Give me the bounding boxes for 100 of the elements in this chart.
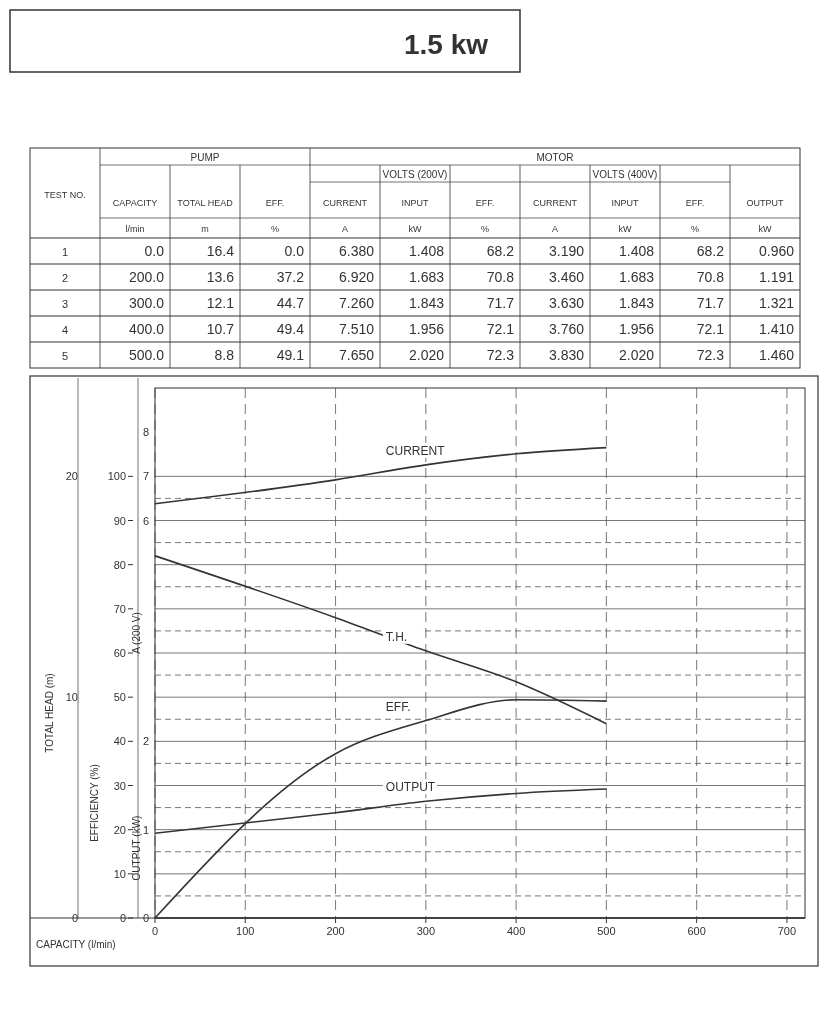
text: %	[270, 224, 280, 234]
data-label: 49.1	[276, 347, 305, 363]
data-label: 200.0	[128, 269, 165, 285]
data-label: 6.380	[338, 243, 375, 259]
data-label: 72.1	[696, 321, 725, 337]
y-tick-label: 5	[61, 350, 69, 362]
data-label: 1.410	[758, 321, 795, 337]
x-tick-label: INPUT	[401, 198, 429, 208]
data-label: 1.460	[758, 347, 795, 363]
data-label: 1.408	[618, 243, 655, 259]
data-label: 71.7	[486, 295, 515, 311]
data-label: 13.6	[206, 269, 235, 285]
data-label: 37.2	[276, 269, 305, 285]
data-label: 12.1	[206, 295, 235, 311]
text: PUMP	[190, 152, 220, 163]
data-label: 44.7	[276, 295, 305, 311]
y-tick-label: 80	[113, 558, 126, 571]
data-label: 1.191	[758, 269, 795, 285]
text: %	[480, 224, 490, 234]
data-label: 68.2	[696, 243, 725, 259]
data-label: 70.8	[696, 269, 725, 285]
data-label: 7.650	[338, 347, 375, 363]
x-tick-label: 0	[151, 925, 159, 937]
y-tick-label: 30	[113, 779, 126, 792]
y-tick-label: 4	[61, 324, 69, 336]
x-tick-label: INPUT	[611, 198, 639, 208]
x-tick-label: CURRENT	[323, 198, 368, 208]
x-tick-label: CURRENT	[533, 198, 578, 208]
data-label: 10.7	[206, 321, 235, 337]
y3-tick-label: 8	[142, 426, 149, 439]
data-label: 1.956	[618, 321, 655, 337]
y-tick-label: 2	[61, 272, 69, 284]
x-tick-label: 100	[236, 925, 255, 937]
data-label: 1.321	[758, 295, 795, 311]
text: TEST NO.	[44, 190, 86, 200]
y2-axis-title: TOTAL HEAD (m)	[44, 673, 55, 753]
x-tick-label: CAPACITY	[112, 198, 158, 208]
text: kW	[408, 224, 422, 234]
x-tick-label: OUTPUT	[746, 198, 784, 208]
x-tick-label: 300	[416, 925, 436, 937]
data-label: 49.4	[276, 321, 305, 337]
text: l/min	[125, 224, 145, 234]
data-label: 72.3	[696, 347, 725, 363]
data-label: 68.2	[486, 243, 515, 259]
data-label: 3.830	[548, 347, 585, 363]
text: VOLTS (400V)	[592, 169, 658, 180]
data-label: 7.510	[338, 321, 375, 337]
data-label: 3.760	[548, 321, 585, 337]
data-label: 72.1	[486, 321, 515, 337]
y-tick-label: 1	[61, 246, 69, 258]
y-tick-label: 70	[113, 602, 126, 615]
text: MOTOR	[536, 152, 574, 163]
x-tick-label: 500	[597, 925, 616, 937]
series-label: EFF.	[385, 699, 411, 714]
data-label: 1.843	[618, 295, 655, 311]
data-label: 2.020	[618, 347, 655, 363]
x-tick-label: EFF.	[685, 198, 705, 208]
y-tick-label: 3	[61, 298, 69, 310]
data-label: 1.683	[408, 269, 445, 285]
data-label: 2.020	[408, 347, 445, 363]
text: m	[201, 224, 209, 234]
y-tick-label: 50	[113, 691, 126, 704]
data-label: 300.0	[128, 295, 165, 311]
x-tick-label: EFF.	[475, 198, 495, 208]
y2-tick-label: 0	[71, 912, 78, 924]
x-tick-label: 200	[326, 925, 345, 937]
x-tick-label: EFF.	[265, 198, 285, 208]
data-label: 1.956	[408, 321, 445, 337]
data-label: 3.460	[548, 269, 585, 285]
y3-axis-title: A (200 V)	[131, 612, 142, 654]
data-label: 1.408	[408, 243, 445, 259]
x-tick-label: TOTAL HEAD	[177, 198, 234, 208]
chart-title: 1.5 kw	[403, 29, 489, 60]
y-tick-label: 2	[142, 735, 149, 748]
text: VOLTS (200V)	[382, 169, 448, 180]
data-label: 7.260	[338, 295, 375, 311]
y-tick-label: 1	[142, 823, 149, 836]
y-tick-label: 90	[113, 514, 126, 527]
y3-tick-label: 7	[142, 470, 149, 483]
y-axis-title: OUTPUT (kW)	[131, 815, 142, 881]
data-label: 3.190	[548, 243, 585, 259]
y3-tick-label: 6	[142, 514, 149, 527]
series-label: CURRENT	[385, 443, 446, 458]
data-label: 16.4	[206, 243, 235, 259]
x-tick-label: 600	[687, 925, 706, 937]
data-label: 8.8	[214, 347, 235, 363]
data-label: 6.920	[338, 269, 375, 285]
data-label: 400.0	[128, 321, 165, 337]
data-label: 0.960	[758, 243, 795, 259]
data-label: 70.8	[486, 269, 515, 285]
x-tick-label: 400	[506, 925, 526, 937]
data-label: 0.0	[144, 243, 165, 259]
series-label: T.H.	[385, 629, 408, 644]
x-tick-label: 700	[777, 925, 797, 937]
y-tick-label: 0	[142, 912, 149, 924]
text: kW	[618, 224, 632, 234]
x-axis-title: CAPACITY (l/min)	[36, 939, 116, 950]
data-label: 1.683	[618, 269, 655, 285]
text: kW	[758, 224, 772, 234]
data-label: 1.843	[408, 295, 445, 311]
